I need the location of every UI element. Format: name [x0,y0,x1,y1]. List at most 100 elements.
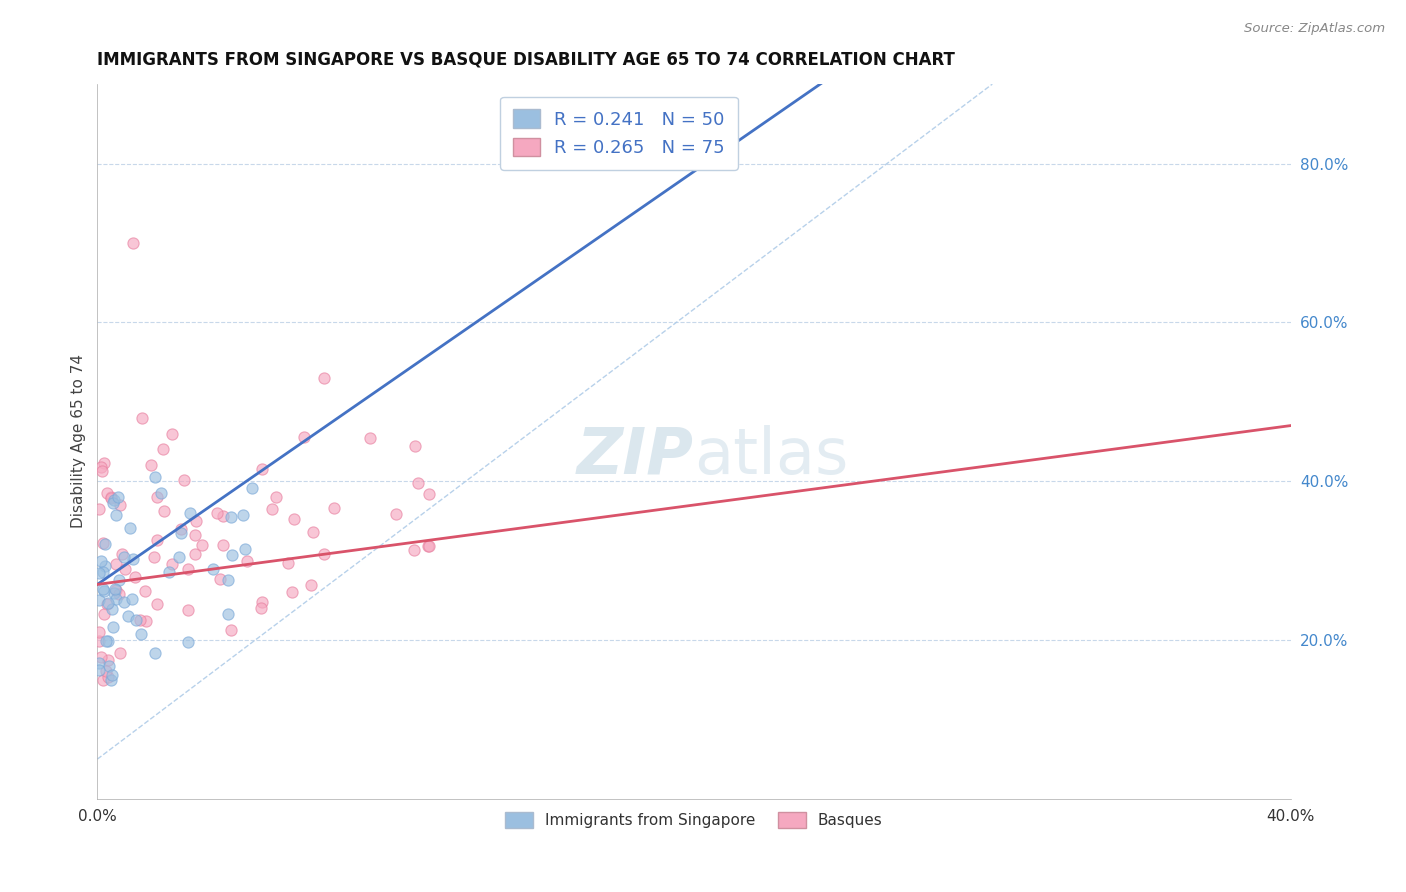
Point [93,583,115,598]
Point [302,525,325,540]
Point [120,520,142,534]
Point [153,504,176,518]
Point [205,506,228,520]
Point [91,565,114,579]
Point [385,507,408,521]
Point [150,486,173,500]
Point [105,558,128,572]
Point [90,464,112,478]
Point [125,613,148,627]
Point [416,539,439,553]
Point [97,634,120,648]
Point [121,591,143,606]
Point [93,607,115,621]
Point [143,470,166,484]
Point [402,543,425,558]
Point [142,550,165,565]
Point [111,547,134,561]
Point [184,548,207,562]
Y-axis label: Disability Age 65 to 74: Disability Age 65 to 74 [72,354,86,528]
Point [152,442,174,457]
Point [122,235,145,250]
Point [93,456,115,470]
Point [112,595,135,609]
Point [170,525,193,540]
Point [96,633,118,648]
Point [299,578,322,592]
Point [359,431,381,445]
Point [94,664,117,678]
Point [91,673,114,687]
Point [146,490,169,504]
Point [262,502,284,516]
Point [146,597,169,611]
Point [418,539,440,553]
Point [157,566,180,580]
Text: ZIP: ZIP [576,425,695,487]
Point [107,586,129,600]
Point [281,584,304,599]
Point [143,646,166,660]
Point [90,650,112,665]
Point [250,461,273,475]
Point [232,508,254,522]
Point [108,573,131,587]
Point [97,658,120,673]
Point [219,509,242,524]
Point [100,490,122,504]
Point [160,426,183,441]
Point [87,624,110,639]
Point [292,430,315,444]
Point [97,653,120,667]
Point [96,597,118,611]
Legend: Immigrants from Singapore, Basques: Immigrants from Singapore, Basques [499,805,889,834]
Point [129,627,152,641]
Point [105,592,128,607]
Point [87,566,110,581]
Point [322,500,344,515]
Point [184,514,207,528]
Point [104,582,127,596]
Point [87,663,110,677]
Point [190,538,212,552]
Point [103,496,125,510]
Point [107,490,129,504]
Point [177,562,200,576]
Point [135,614,157,628]
Point [240,482,263,496]
Point [104,508,127,522]
Point [250,601,273,615]
Point [173,473,195,487]
Point [167,550,190,565]
Point [235,553,257,567]
Point [97,596,120,610]
Text: IMMIGRANTS FROM SINGAPORE VS BASQUE DISABILITY AGE 65 TO 74 CORRELATION CHART: IMMIGRANTS FROM SINGAPORE VS BASQUE DISA… [97,51,955,69]
Point [110,646,132,660]
Point [170,522,193,536]
Point [146,533,169,547]
Point [101,620,124,634]
Point [108,498,131,512]
Point [90,553,112,567]
Point [87,634,110,648]
Point [105,583,128,598]
Point [117,609,139,624]
Point [404,439,426,453]
Point [91,582,114,596]
Point [89,593,111,607]
Point [418,487,440,501]
Point [177,635,200,649]
Point [208,572,231,586]
Point [406,475,429,490]
Point [100,673,122,687]
Point [89,656,111,670]
Point [101,668,124,682]
Text: Source: ZipAtlas.com: Source: ZipAtlas.com [1244,22,1385,36]
Point [124,569,146,583]
Point [97,670,120,684]
Point [177,602,200,616]
Point [201,562,224,576]
Point [122,552,145,566]
Point [100,602,122,616]
Point [283,511,305,525]
